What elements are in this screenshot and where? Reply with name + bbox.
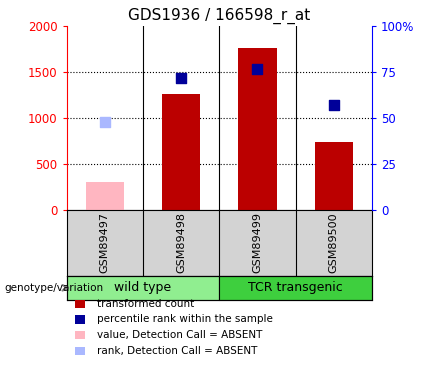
Text: wild type: wild type — [114, 281, 172, 294]
Bar — [86, 182, 124, 210]
Bar — [219, 276, 372, 300]
Text: GSM89498: GSM89498 — [176, 212, 186, 273]
Text: transformed count: transformed count — [97, 299, 194, 309]
Text: TCR transgenic: TCR transgenic — [248, 281, 343, 294]
Point — [178, 75, 184, 81]
Text: GSM89499: GSM89499 — [252, 212, 262, 273]
Bar — [67, 276, 219, 300]
Text: GSM89500: GSM89500 — [329, 213, 339, 273]
Text: rank, Detection Call = ABSENT: rank, Detection Call = ABSENT — [97, 346, 257, 356]
Bar — [162, 94, 200, 210]
Text: GSM89497: GSM89497 — [100, 212, 110, 273]
Title: GDS1936 / 166598_r_at: GDS1936 / 166598_r_at — [128, 7, 310, 24]
Text: percentile rank within the sample: percentile rank within the sample — [97, 315, 273, 324]
Point — [330, 102, 337, 108]
Point — [254, 66, 261, 72]
Point — [101, 119, 108, 125]
Text: value, Detection Call = ABSENT: value, Detection Call = ABSENT — [97, 330, 262, 340]
Bar — [238, 48, 276, 210]
Bar — [315, 141, 353, 210]
Text: genotype/variation: genotype/variation — [4, 283, 104, 293]
